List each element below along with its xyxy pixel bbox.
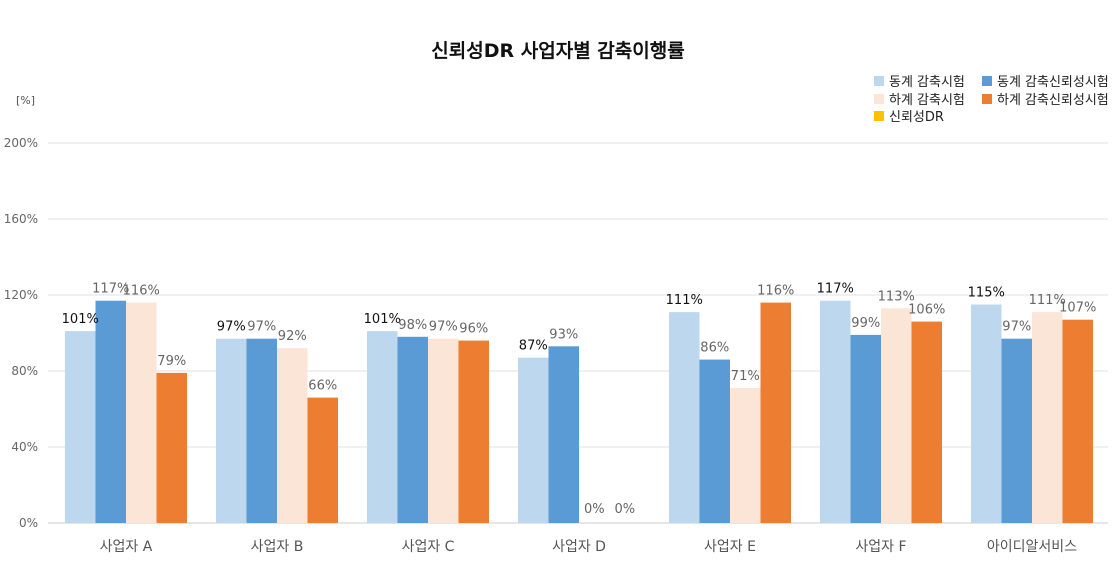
- legend-swatch: [874, 111, 884, 121]
- x-tick-label: 사업자 F: [855, 539, 906, 555]
- legend-label: 동계 감축시험: [889, 75, 965, 90]
- data-label: 96%: [459, 322, 488, 337]
- data-label: 101%: [62, 312, 99, 327]
- bar: [548, 346, 579, 523]
- bar: [1032, 312, 1063, 523]
- legend-label: 하계 감축신뢰성시험: [997, 93, 1109, 108]
- data-label: 101%: [364, 312, 401, 327]
- data-labels: 101%117%116%79%97% 97%92%66%101%98% 97% 96%…: [62, 282, 1097, 517]
- bar: [730, 388, 761, 523]
- data-label: 107%: [1059, 301, 1096, 316]
- data-label: 0%: [584, 502, 605, 517]
- bar: [820, 300, 851, 523]
- bar: [246, 338, 277, 523]
- legend-swatch: [982, 94, 992, 104]
- data-label: 111%: [666, 293, 703, 308]
- data-label: 117%: [817, 282, 854, 297]
- data-label: 116%: [757, 284, 794, 299]
- data-label: 86%: [700, 341, 729, 356]
- bar: [216, 338, 247, 523]
- x-tick-label: 아이디알서비스: [987, 539, 1077, 555]
- bar: [1001, 338, 1032, 523]
- data-label: 115%: [968, 286, 1005, 301]
- data-label: 116%: [123, 284, 160, 299]
- data-label: 93%: [549, 327, 578, 342]
- y-tick-label: 80%: [11, 364, 38, 378]
- bar: [156, 372, 187, 523]
- bar: [669, 312, 700, 523]
- bar: [126, 302, 157, 523]
- data-label: 79%: [157, 354, 186, 369]
- bar: [518, 357, 549, 523]
- bar: [458, 340, 489, 523]
- bar: [881, 308, 912, 523]
- data-label: 117%: [92, 282, 129, 297]
- legend-label: 신뢰성DR: [889, 110, 944, 125]
- data-label: 71%: [731, 369, 760, 384]
- bar: [760, 302, 791, 523]
- x-tick-label: 사업자 D: [552, 539, 606, 555]
- data-label: 97%: [429, 320, 458, 335]
- bar: [277, 348, 308, 523]
- data-label: 99%: [851, 316, 880, 331]
- y-tick-label: 200%: [4, 136, 38, 150]
- y-tick-label: 120%: [4, 288, 38, 302]
- bar: [971, 304, 1002, 523]
- legend-label: 하계 감축시험: [889, 93, 965, 108]
- bar: [850, 334, 881, 523]
- chart-title: 신뢰성DR 사업자별 감축이행률: [431, 40, 684, 62]
- legend-swatch: [874, 76, 884, 86]
- bar: [699, 359, 730, 523]
- bar: [95, 300, 126, 523]
- x-tick-label: 사업자 E: [704, 539, 756, 555]
- y-unit-label: [%]: [16, 94, 35, 107]
- bar: [367, 331, 398, 523]
- legend-swatch: [982, 76, 992, 86]
- bar: [428, 338, 459, 523]
- data-label: 66%: [308, 379, 337, 394]
- x-tick-label: 사업자 A: [100, 539, 153, 555]
- data-label: 97%: [247, 320, 276, 335]
- bar: [397, 336, 428, 523]
- y-tick-label: 40%: [11, 440, 38, 454]
- data-label: 97%: [1002, 320, 1031, 335]
- y-tick-label: 160%: [4, 212, 38, 226]
- data-label: 87%: [519, 339, 548, 354]
- x-axis-ticks: 사업자 A 사업자 B 사업자 C 사업자 D 사업자 E 사업자 F 아이디알서비스: [100, 539, 1078, 555]
- bar: [65, 331, 96, 523]
- data-label: 106%: [908, 303, 945, 318]
- legend-swatch: [874, 94, 884, 104]
- data-label: 97%: [217, 320, 246, 335]
- data-label: 113%: [878, 289, 915, 304]
- bar: [307, 397, 338, 523]
- data-label: 0%: [614, 502, 635, 517]
- data-label: 98%: [398, 318, 427, 333]
- bar: [1062, 319, 1093, 523]
- x-tick-label: 사업자 B: [251, 539, 304, 555]
- data-label: 92%: [278, 329, 307, 344]
- bars: [65, 300, 1093, 523]
- y-tick-label: 0%: [19, 516, 38, 530]
- y-axis-ticks: 0% 40% 80% 120% 160% 200%: [4, 136, 38, 530]
- data-label: 111%: [1029, 293, 1066, 308]
- legend-label: 동계 감축신뢰성시험: [997, 75, 1109, 90]
- x-tick-label: 사업자 C: [402, 539, 455, 555]
- bar: [911, 321, 942, 523]
